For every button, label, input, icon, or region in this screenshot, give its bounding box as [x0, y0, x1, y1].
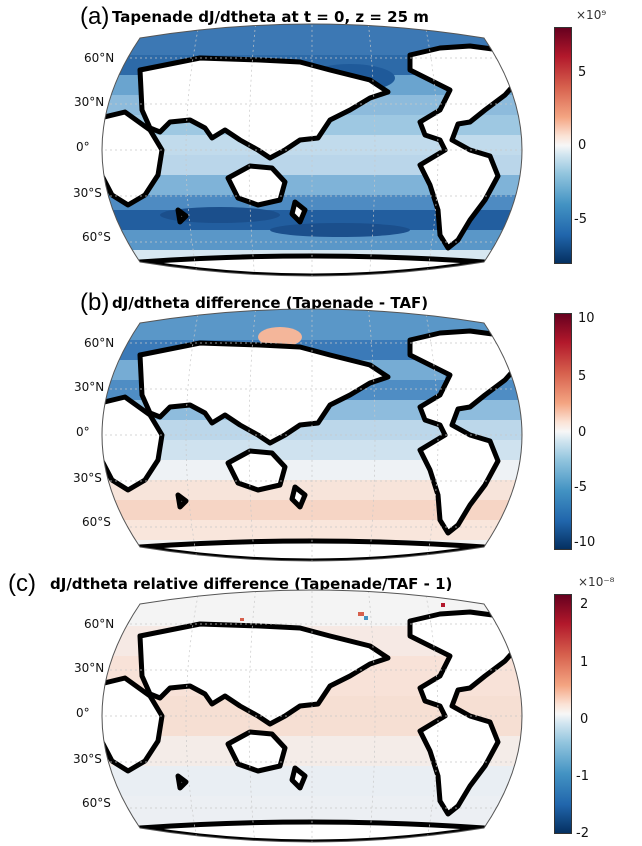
map-boundary — [101, 308, 523, 562]
colorbar — [554, 27, 572, 264]
lat-label-60n: 60°N — [84, 336, 115, 350]
land-mass — [175, 207, 189, 225]
colorbar — [554, 313, 572, 550]
colorbar-tick: 5 — [578, 369, 587, 384]
ocean-anomaly — [364, 616, 368, 620]
map-plot — [101, 23, 523, 277]
colorbar-tick: -5 — [574, 212, 587, 227]
lat-label-60s: 60°S — [82, 796, 111, 810]
lat-label-eq: 0° — [76, 425, 90, 439]
ocean-anomaly — [270, 223, 410, 237]
ocean-anomaly — [358, 612, 364, 616]
ocean-band — [102, 500, 522, 520]
panel-title: dJ/dtheta relative difference (Tapenade/… — [50, 575, 453, 593]
longitude-gridline — [185, 24, 201, 276]
panel-letter: (c) — [8, 570, 36, 597]
lat-label-30s: 30°S — [73, 752, 102, 766]
longitude-gridline — [185, 309, 201, 561]
panel-a: (a) Tapenade dJ/dtheta at t = 0, z = 25 … — [0, 0, 642, 280]
ocean-band — [102, 195, 522, 210]
lat-label-60s: 60°S — [82, 515, 111, 529]
lat-label-30s: 30°S — [73, 186, 102, 200]
lat-label-eq: 0° — [76, 140, 90, 154]
land-mass — [225, 163, 288, 208]
colorbar — [554, 594, 572, 834]
colorbar-tick: -2 — [576, 826, 589, 841]
longitude-gridline — [423, 24, 439, 276]
colorbar-tick: -5 — [574, 480, 587, 495]
longitude-gridline — [423, 590, 439, 842]
map-boundary — [101, 589, 523, 843]
panel-letter: (b) — [80, 289, 110, 316]
lat-label-60n: 60°N — [84, 51, 115, 65]
land-mass — [407, 328, 522, 536]
colorbar-tick: 1 — [580, 655, 589, 670]
ocean-anomaly — [441, 603, 445, 607]
colorbar-tick: 2 — [580, 597, 589, 612]
map-boundary — [101, 23, 523, 277]
panel-letter: (a) — [80, 3, 110, 30]
lat-label-60s: 60°S — [82, 230, 111, 244]
ocean-band — [102, 766, 522, 796]
lat-label-30n: 30°N — [74, 95, 105, 109]
longitude-gridline — [423, 309, 439, 561]
map-plot — [101, 308, 523, 562]
colorbar-tick: 0 — [580, 712, 589, 727]
colorbar-tick: 0 — [578, 425, 587, 440]
colorbar-tick: 10 — [578, 311, 595, 326]
lat-label-60n: 60°N — [84, 617, 115, 631]
colorbar-exponent: ×10⁹ — [576, 8, 607, 22]
land-mass — [225, 448, 288, 493]
colorbar-tick: 0 — [578, 138, 587, 153]
ocean-band — [102, 24, 522, 55]
land-mass — [289, 484, 308, 510]
ocean-anomaly — [240, 618, 244, 621]
land-mass — [175, 773, 189, 791]
panel-c: (c) dJ/dtheta relative difference (Tapen… — [0, 566, 642, 846]
land-mass — [175, 492, 189, 510]
land-mass — [102, 675, 165, 774]
colorbar-tick: -1 — [576, 769, 589, 784]
land-mass — [289, 199, 308, 225]
lat-label-30n: 30°N — [74, 661, 105, 675]
ocean-band — [102, 309, 522, 340]
panel-b: (b) dJ/dtheta difference (Tapenade - TAF… — [0, 285, 642, 565]
panel-title: dJ/dtheta difference (Tapenade - TAF) — [112, 294, 429, 312]
land-mass — [102, 109, 165, 208]
panel-title: Tapenade dJ/dtheta at t = 0, z = 25 m — [112, 8, 429, 26]
colorbar-tick: 5 — [578, 65, 587, 80]
lat-label-eq: 0° — [76, 706, 90, 720]
colorbar-exponent: ×10⁻⁸ — [578, 575, 615, 589]
ocean-anomaly — [258, 327, 302, 347]
colorbar-tick: -10 — [574, 535, 596, 550]
land-mass — [407, 609, 522, 817]
land-mass — [225, 729, 288, 774]
longitude-gridline — [185, 590, 201, 842]
land-mass — [289, 765, 308, 791]
ocean-band — [102, 520, 522, 540]
land-mass — [102, 394, 165, 493]
lat-label-30n: 30°N — [74, 380, 105, 394]
land-mass — [407, 43, 522, 251]
lat-label-30s: 30°S — [73, 471, 102, 485]
